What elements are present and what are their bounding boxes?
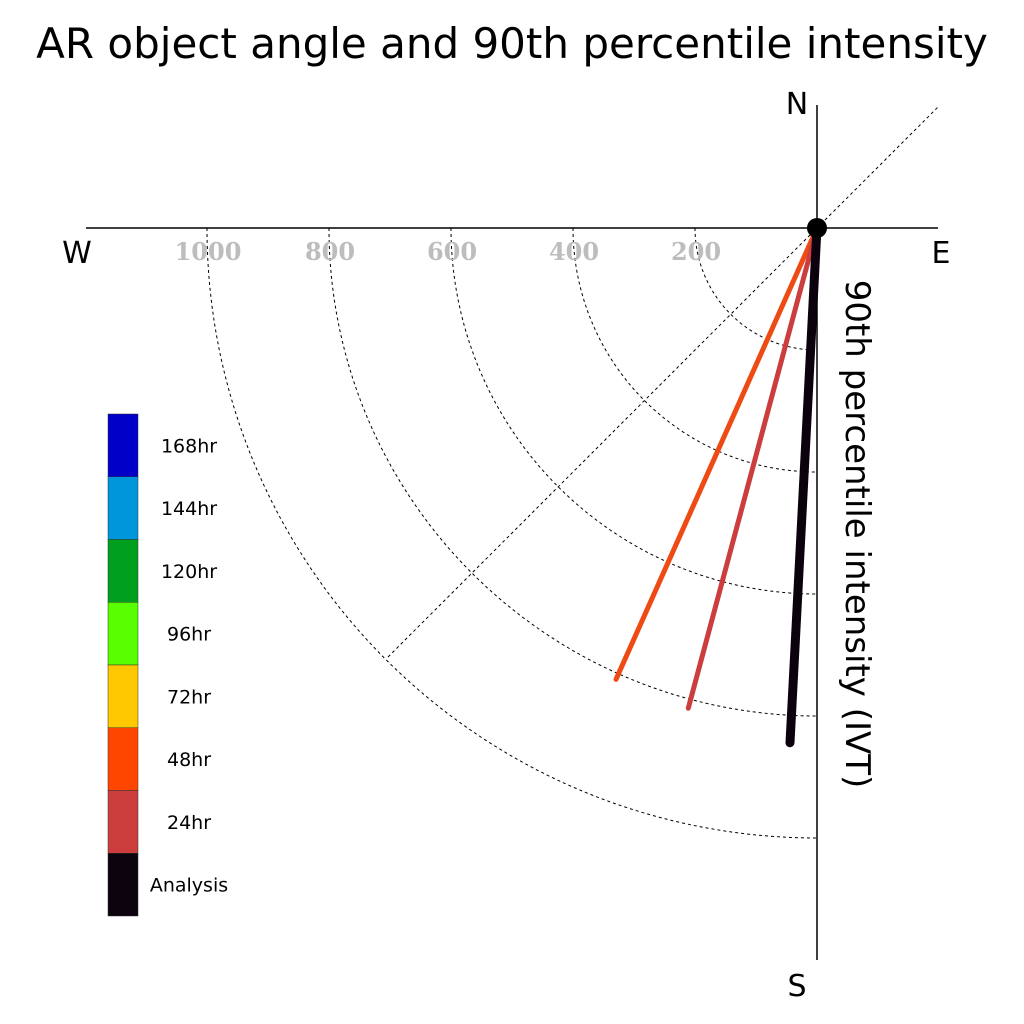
compass-east: E bbox=[932, 236, 951, 271]
legend-label: 48hr bbox=[167, 749, 211, 771]
ring-label: 800 bbox=[305, 237, 355, 266]
legend-swatch bbox=[107, 476, 139, 540]
intensity-rings bbox=[206, 227, 818, 839]
legend-label: 120hr bbox=[161, 561, 217, 583]
legend-label: 24hr bbox=[167, 812, 211, 834]
intensity-ring bbox=[328, 227, 818, 717]
series-vectors bbox=[613, 223, 822, 748]
legend: 168hr 144hr 120hr 96hr 72hr 48hr 24hr Analysis bbox=[107, 413, 228, 917]
compass-west: W bbox=[62, 236, 92, 271]
vector-48hr bbox=[613, 225, 820, 682]
intensity-ring bbox=[450, 227, 818, 595]
ring-label: 200 bbox=[671, 237, 721, 266]
legend-label: 168hr bbox=[161, 435, 217, 457]
compass-north: N bbox=[786, 87, 808, 122]
legend-label: Analysis bbox=[150, 875, 228, 897]
ring-label: 600 bbox=[427, 237, 477, 266]
legend-swatch bbox=[107, 539, 139, 603]
compass-south: S bbox=[787, 969, 806, 1004]
intensity-ring bbox=[694, 227, 818, 351]
legend-swatch bbox=[107, 790, 139, 854]
legend-swatch bbox=[107, 853, 139, 917]
legend-swatch bbox=[107, 664, 139, 728]
radial-axis-label: 90th percentile intensity (IVT) bbox=[837, 280, 877, 789]
ring-label: 1000 bbox=[175, 237, 242, 266]
diagonal-guide bbox=[387, 106, 939, 658]
legend-label: 72hr bbox=[167, 686, 211, 708]
vector-24hr bbox=[685, 225, 820, 711]
vector-analysis bbox=[785, 223, 822, 748]
intensity-ring bbox=[572, 227, 818, 473]
legend-swatch bbox=[107, 413, 139, 477]
legend-label: 144hr bbox=[161, 498, 217, 520]
legend-swatch bbox=[107, 727, 139, 791]
origin-marker bbox=[807, 218, 827, 238]
intensity-ring bbox=[206, 227, 818, 839]
ring-label: 400 bbox=[549, 237, 599, 266]
legend-label: 96hr bbox=[167, 624, 211, 646]
chart-title: AR object angle and 90th percentile inte… bbox=[36, 19, 988, 68]
legend-swatch bbox=[107, 602, 139, 666]
